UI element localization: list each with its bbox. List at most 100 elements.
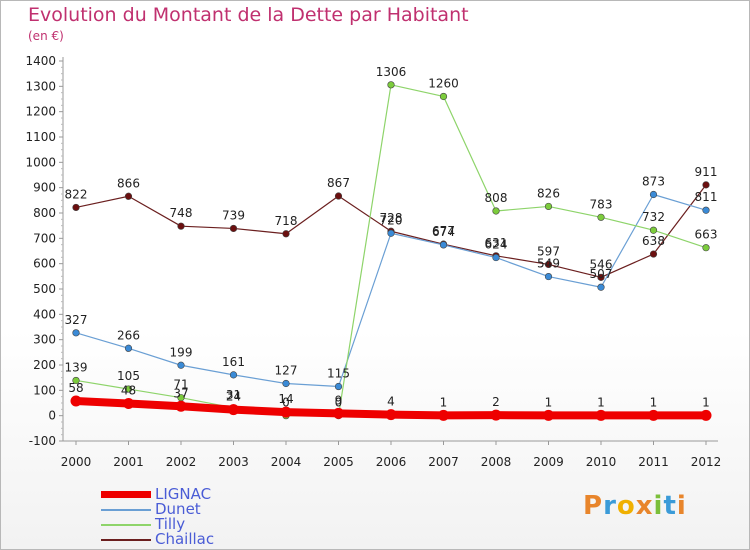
data-point-chaillac bbox=[544, 260, 553, 269]
data-label-dunet: 266 bbox=[117, 328, 140, 342]
data-label-dunet: 811 bbox=[695, 190, 718, 204]
data-label-tilly: 663 bbox=[695, 228, 718, 242]
y-tick-label: 400 bbox=[33, 307, 56, 321]
logo-letter: r bbox=[603, 491, 617, 521]
data-point-tilly bbox=[492, 207, 500, 215]
x-tick-label: 2005 bbox=[323, 455, 354, 469]
x-tick-label: 2012 bbox=[691, 455, 722, 469]
data-point-dunet bbox=[124, 344, 133, 352]
data-label-chaillac: 718 bbox=[275, 214, 298, 228]
data-point-lignac bbox=[543, 409, 554, 421]
y-tick-label: 0 bbox=[48, 409, 56, 423]
data-point-dunet bbox=[282, 379, 290, 388]
data-point-dunet bbox=[72, 329, 80, 337]
data-label-lignac: 1 bbox=[440, 395, 448, 409]
data-label-lignac: 1 bbox=[545, 395, 553, 409]
data-point-lignac bbox=[595, 409, 607, 421]
data-point-dunet bbox=[492, 253, 500, 262]
data-point-lignac bbox=[123, 398, 134, 410]
data-point-lignac bbox=[228, 404, 239, 416]
data-label-chaillac: 866 bbox=[117, 176, 140, 190]
data-label-tilly: 105 bbox=[117, 369, 140, 383]
x-tick-label: 2006 bbox=[376, 455, 407, 469]
data-label-lignac: 1 bbox=[702, 395, 710, 409]
data-label-chaillac: 739 bbox=[222, 208, 245, 222]
logo-letter: i bbox=[676, 491, 687, 521]
data-point-lignac bbox=[490, 409, 502, 421]
data-point-dunet bbox=[177, 361, 185, 369]
data-point-tilly bbox=[597, 213, 605, 221]
data-point-tilly bbox=[649, 226, 658, 234]
data-point-chaillac bbox=[649, 250, 658, 258]
data-label-dunet: 624 bbox=[485, 238, 508, 252]
logo-letter: i bbox=[653, 491, 664, 521]
legend-item-lignac: LIGNAC bbox=[101, 487, 214, 502]
x-tick-label: 2001 bbox=[113, 455, 144, 469]
data-point-dunet bbox=[439, 241, 448, 249]
data-label-dunet: 674 bbox=[432, 225, 455, 239]
data-point-dunet bbox=[702, 206, 710, 214]
data-point-tilly bbox=[544, 202, 553, 211]
data-label-tilly: 1306 bbox=[376, 65, 407, 79]
data-label-chaillac: 597 bbox=[537, 244, 560, 258]
data-label-tilly: 732 bbox=[642, 210, 665, 224]
data-point-lignac bbox=[700, 409, 712, 421]
data-label-lignac: 24 bbox=[226, 390, 241, 404]
data-point-lignac bbox=[648, 409, 659, 421]
data-point-tilly bbox=[124, 385, 133, 393]
series-line-tilly bbox=[75, 84, 707, 417]
data-point-dunet bbox=[597, 283, 605, 291]
data-point-chaillac bbox=[597, 273, 605, 281]
y-tick-label: 1400 bbox=[25, 54, 56, 68]
legend-label-tilly: Tilly bbox=[155, 515, 186, 533]
x-tick-label: 2007 bbox=[428, 455, 459, 469]
legend: LIGNAC Dunet Tilly Chaillac bbox=[101, 487, 214, 547]
data-label-chaillac: 728 bbox=[380, 211, 403, 225]
data-label-lignac: 9 bbox=[335, 393, 343, 407]
data-point-dunet bbox=[334, 382, 343, 391]
data-label-chaillac: 631 bbox=[485, 236, 508, 250]
legend-swatch-chaillac bbox=[101, 538, 151, 541]
y-tick-label: 200 bbox=[33, 358, 56, 372]
data-label-dunet: 873 bbox=[642, 175, 665, 189]
y-tick-label: 300 bbox=[33, 333, 56, 347]
data-label-lignac: 48 bbox=[121, 384, 136, 398]
data-label-dunet: 720 bbox=[380, 213, 403, 227]
data-label-chaillac: 911 bbox=[695, 165, 718, 179]
legend-label-lignac: LIGNAC bbox=[155, 485, 212, 503]
data-label-tilly: 31 bbox=[226, 388, 241, 402]
data-point-tilly bbox=[702, 244, 710, 252]
x-tick-label: 2011 bbox=[638, 455, 669, 469]
data-point-chaillac bbox=[124, 192, 133, 200]
y-tick-label: -100 bbox=[29, 434, 56, 448]
data-label-tilly: 0 bbox=[335, 396, 343, 410]
logo-letter: o bbox=[616, 491, 636, 521]
x-tick-label: 2010 bbox=[586, 455, 617, 469]
y-tick-label: 600 bbox=[33, 257, 56, 271]
data-point-chaillac bbox=[702, 181, 710, 189]
data-point-tilly bbox=[72, 376, 80, 385]
legend-swatch-lignac bbox=[101, 491, 151, 498]
x-tick-label: 2003 bbox=[218, 455, 249, 469]
x-tick-label: 2008 bbox=[481, 455, 512, 469]
y-tick-label: 1300 bbox=[25, 79, 56, 93]
data-point-chaillac bbox=[72, 203, 80, 212]
legend-label-dunet: Dunet bbox=[155, 500, 201, 518]
data-point-lignac bbox=[333, 407, 344, 419]
data-point-chaillac bbox=[177, 222, 185, 230]
data-label-lignac: 58 bbox=[68, 381, 83, 395]
data-point-chaillac bbox=[334, 192, 343, 200]
data-label-dunet: 115 bbox=[327, 367, 350, 381]
data-label-tilly: 808 bbox=[485, 191, 508, 205]
data-point-dunet bbox=[544, 272, 553, 281]
legend-swatch-tilly bbox=[101, 523, 151, 526]
logo-letter: t bbox=[663, 491, 677, 521]
data-point-chaillac bbox=[229, 224, 238, 233]
chart-title: Evolution du Montant de la Dette par Hab… bbox=[28, 4, 469, 26]
data-point-lignac bbox=[385, 409, 397, 421]
data-label-dunet: 161 bbox=[222, 355, 245, 369]
proxiti-logo: Proxiti bbox=[583, 491, 687, 521]
data-point-tilly bbox=[439, 92, 448, 101]
